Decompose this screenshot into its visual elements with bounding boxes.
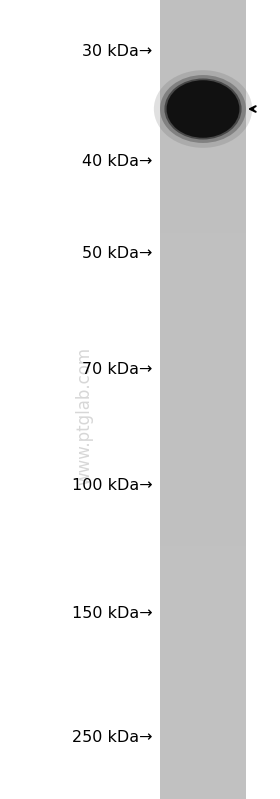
Text: 100 kDa→: 100 kDa→: [72, 478, 153, 492]
Ellipse shape: [154, 70, 252, 148]
Text: 30 kDa→: 30 kDa→: [82, 43, 153, 58]
Text: 40 kDa→: 40 kDa→: [82, 154, 153, 169]
Text: www.ptglab.com: www.ptglab.com: [75, 347, 93, 484]
Ellipse shape: [160, 75, 246, 143]
Text: 150 kDa→: 150 kDa→: [72, 606, 153, 622]
Ellipse shape: [167, 80, 239, 137]
Text: 250 kDa→: 250 kDa→: [72, 729, 153, 745]
Text: 70 kDa→: 70 kDa→: [82, 361, 153, 376]
Ellipse shape: [164, 78, 242, 140]
Text: 50 kDa→: 50 kDa→: [82, 247, 153, 261]
